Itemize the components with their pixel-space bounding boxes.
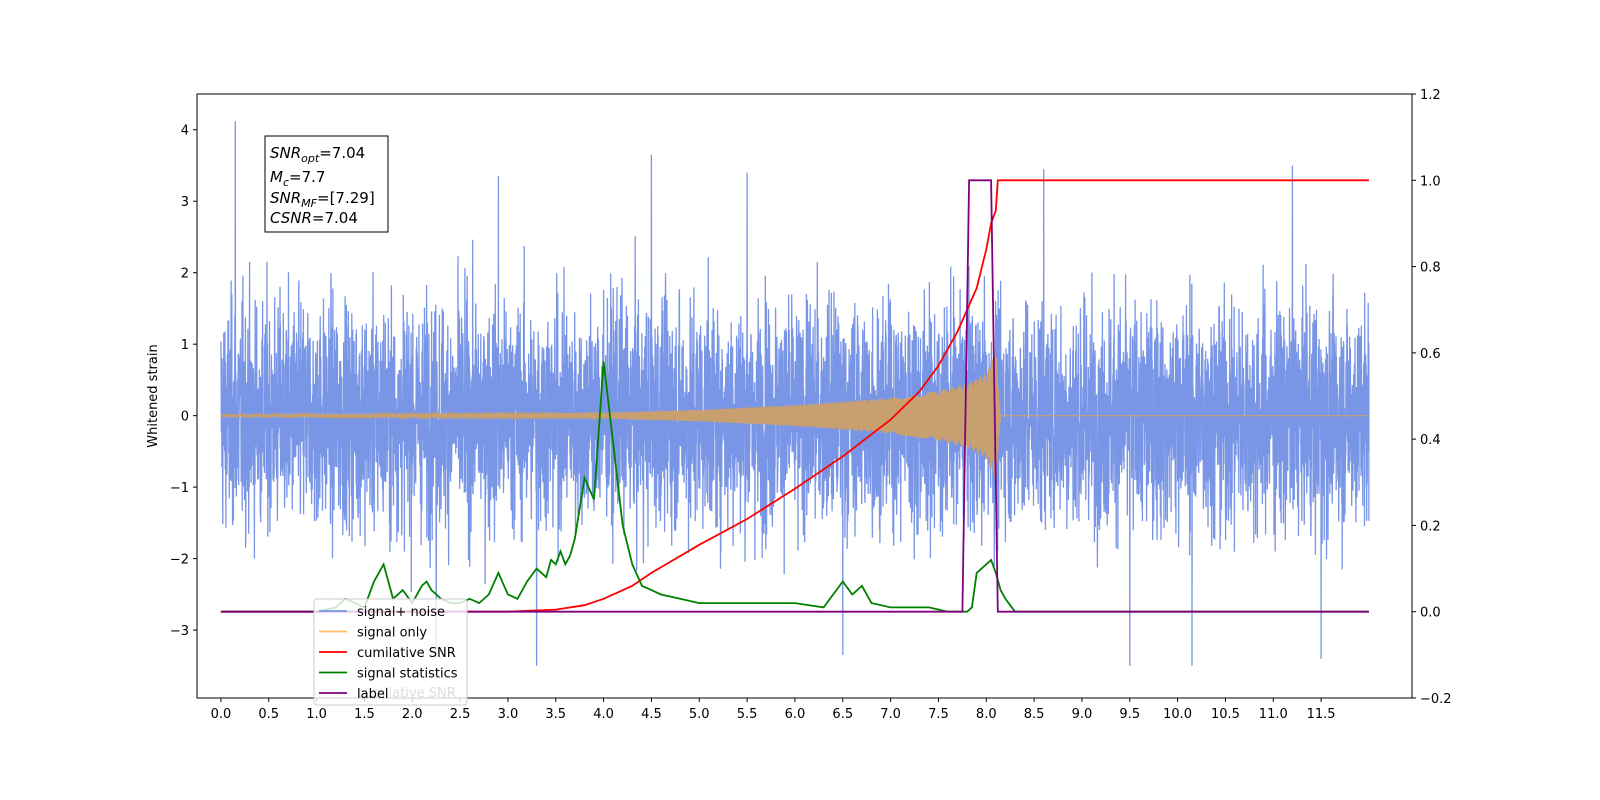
x-tick-label: 10.0	[1163, 707, 1192, 722]
x-tick-label: 11.0	[1259, 707, 1288, 722]
legend: cumilative SNR signal+ noise signal only c…	[313, 598, 468, 706]
y-tick-label: 0	[181, 410, 189, 425]
y2-tick-label: 0.8	[1420, 261, 1441, 276]
y-tick-label: 4	[181, 124, 189, 139]
series-layer	[220, 121, 1370, 666]
x-tick-label: 7.5	[928, 707, 949, 722]
y2-tick-label: 0.0	[1420, 606, 1441, 621]
x-tick-label: 4.5	[641, 707, 662, 722]
x-tick-label: 4.0	[593, 707, 614, 722]
x-tick-label: 11.5	[1307, 707, 1336, 722]
x-tick-label: 8.0	[976, 707, 997, 722]
y-tick-label: 1	[181, 338, 189, 353]
y-axis-left: −3 −2 −1 0 1 2 3 4	[170, 124, 197, 639]
y-tick-label: −2	[170, 553, 189, 568]
y2-tick-label: 1.0	[1420, 174, 1441, 189]
legend-label: signal+ noise	[357, 605, 445, 620]
x-tick-label: 5.0	[689, 707, 710, 722]
x-tick-label: 7.0	[880, 707, 901, 722]
legend-ghost-text: cumilative SNR	[357, 686, 456, 701]
series-line-label	[220, 179, 1369, 613]
x-tick-label: 3.0	[498, 707, 519, 722]
x-tick-label: 10.5	[1211, 707, 1240, 722]
x-tick-label: 0.5	[258, 707, 279, 722]
x-tick-label: 9.5	[1119, 707, 1140, 722]
x-tick-label: 1.0	[306, 707, 327, 722]
y2-tick-label: −0.2	[1420, 692, 1452, 707]
x-tick-label: 6.0	[785, 707, 806, 722]
y2-tick-label: 0.4	[1420, 433, 1441, 448]
x-axis: 0.0 0.5 1.0 1.5 2.0 2.5 3.0 3.5 4.0 4.5 5.0 5.5 6.0 6…	[211, 698, 1336, 722]
annotation-mc: Mc=7.7	[270, 168, 325, 189]
legend-label: signal only	[357, 626, 427, 641]
x-tick-label: 5.5	[737, 707, 758, 722]
x-tick-label: 2.5	[450, 707, 471, 722]
annotation-frame	[264, 135, 389, 233]
axes-frame	[196, 93, 1413, 699]
y2-tick-label: 0.2	[1420, 519, 1441, 534]
y2-tick-label: 1.2	[1420, 88, 1441, 103]
y-axis-label: Whitened strain	[146, 344, 161, 447]
legend-label: signal statistics	[357, 667, 458, 682]
annotation-csnr: CSNR=7.04	[270, 209, 358, 227]
series-line-cumilative-snr	[220, 179, 1369, 613]
series-line-signal-noise	[220, 121, 1370, 666]
legend-label: label	[357, 687, 388, 702]
y2-tick-label: 0.6	[1420, 347, 1441, 362]
y-tick-label: −3	[170, 624, 189, 639]
series-line-signal-only	[220, 356, 1369, 478]
x-tick-label: 1.5	[354, 707, 375, 722]
x-tick-label: 6.5	[832, 707, 853, 722]
y-tick-label: 3	[181, 195, 189, 210]
annotation-snr-mf: SNRMF=[7.29]	[270, 189, 375, 210]
y-axis-right: −0.2 0.0 0.2 0.4 0.6 0.8 1.0 1.2	[1412, 88, 1452, 707]
y-tick-label: −1	[170, 481, 189, 496]
x-tick-label: 9.0	[1072, 707, 1093, 722]
x-tick-label: 2.0	[402, 707, 423, 722]
x-tick-label: 0.0	[211, 707, 232, 722]
x-tick-label: 8.5	[1024, 707, 1045, 722]
legend-frame	[313, 598, 468, 706]
y-tick-label: 2	[181, 267, 189, 282]
x-tick-label: 3.5	[545, 707, 566, 722]
legend-label: cumilative SNR	[357, 646, 456, 661]
annotation-snr-opt: SNRopt=7.04	[270, 144, 365, 165]
annotation-box: SNRopt=7.04 Mc=7.7 SNRMF=[7.29] CSNR=7.0…	[264, 135, 389, 233]
